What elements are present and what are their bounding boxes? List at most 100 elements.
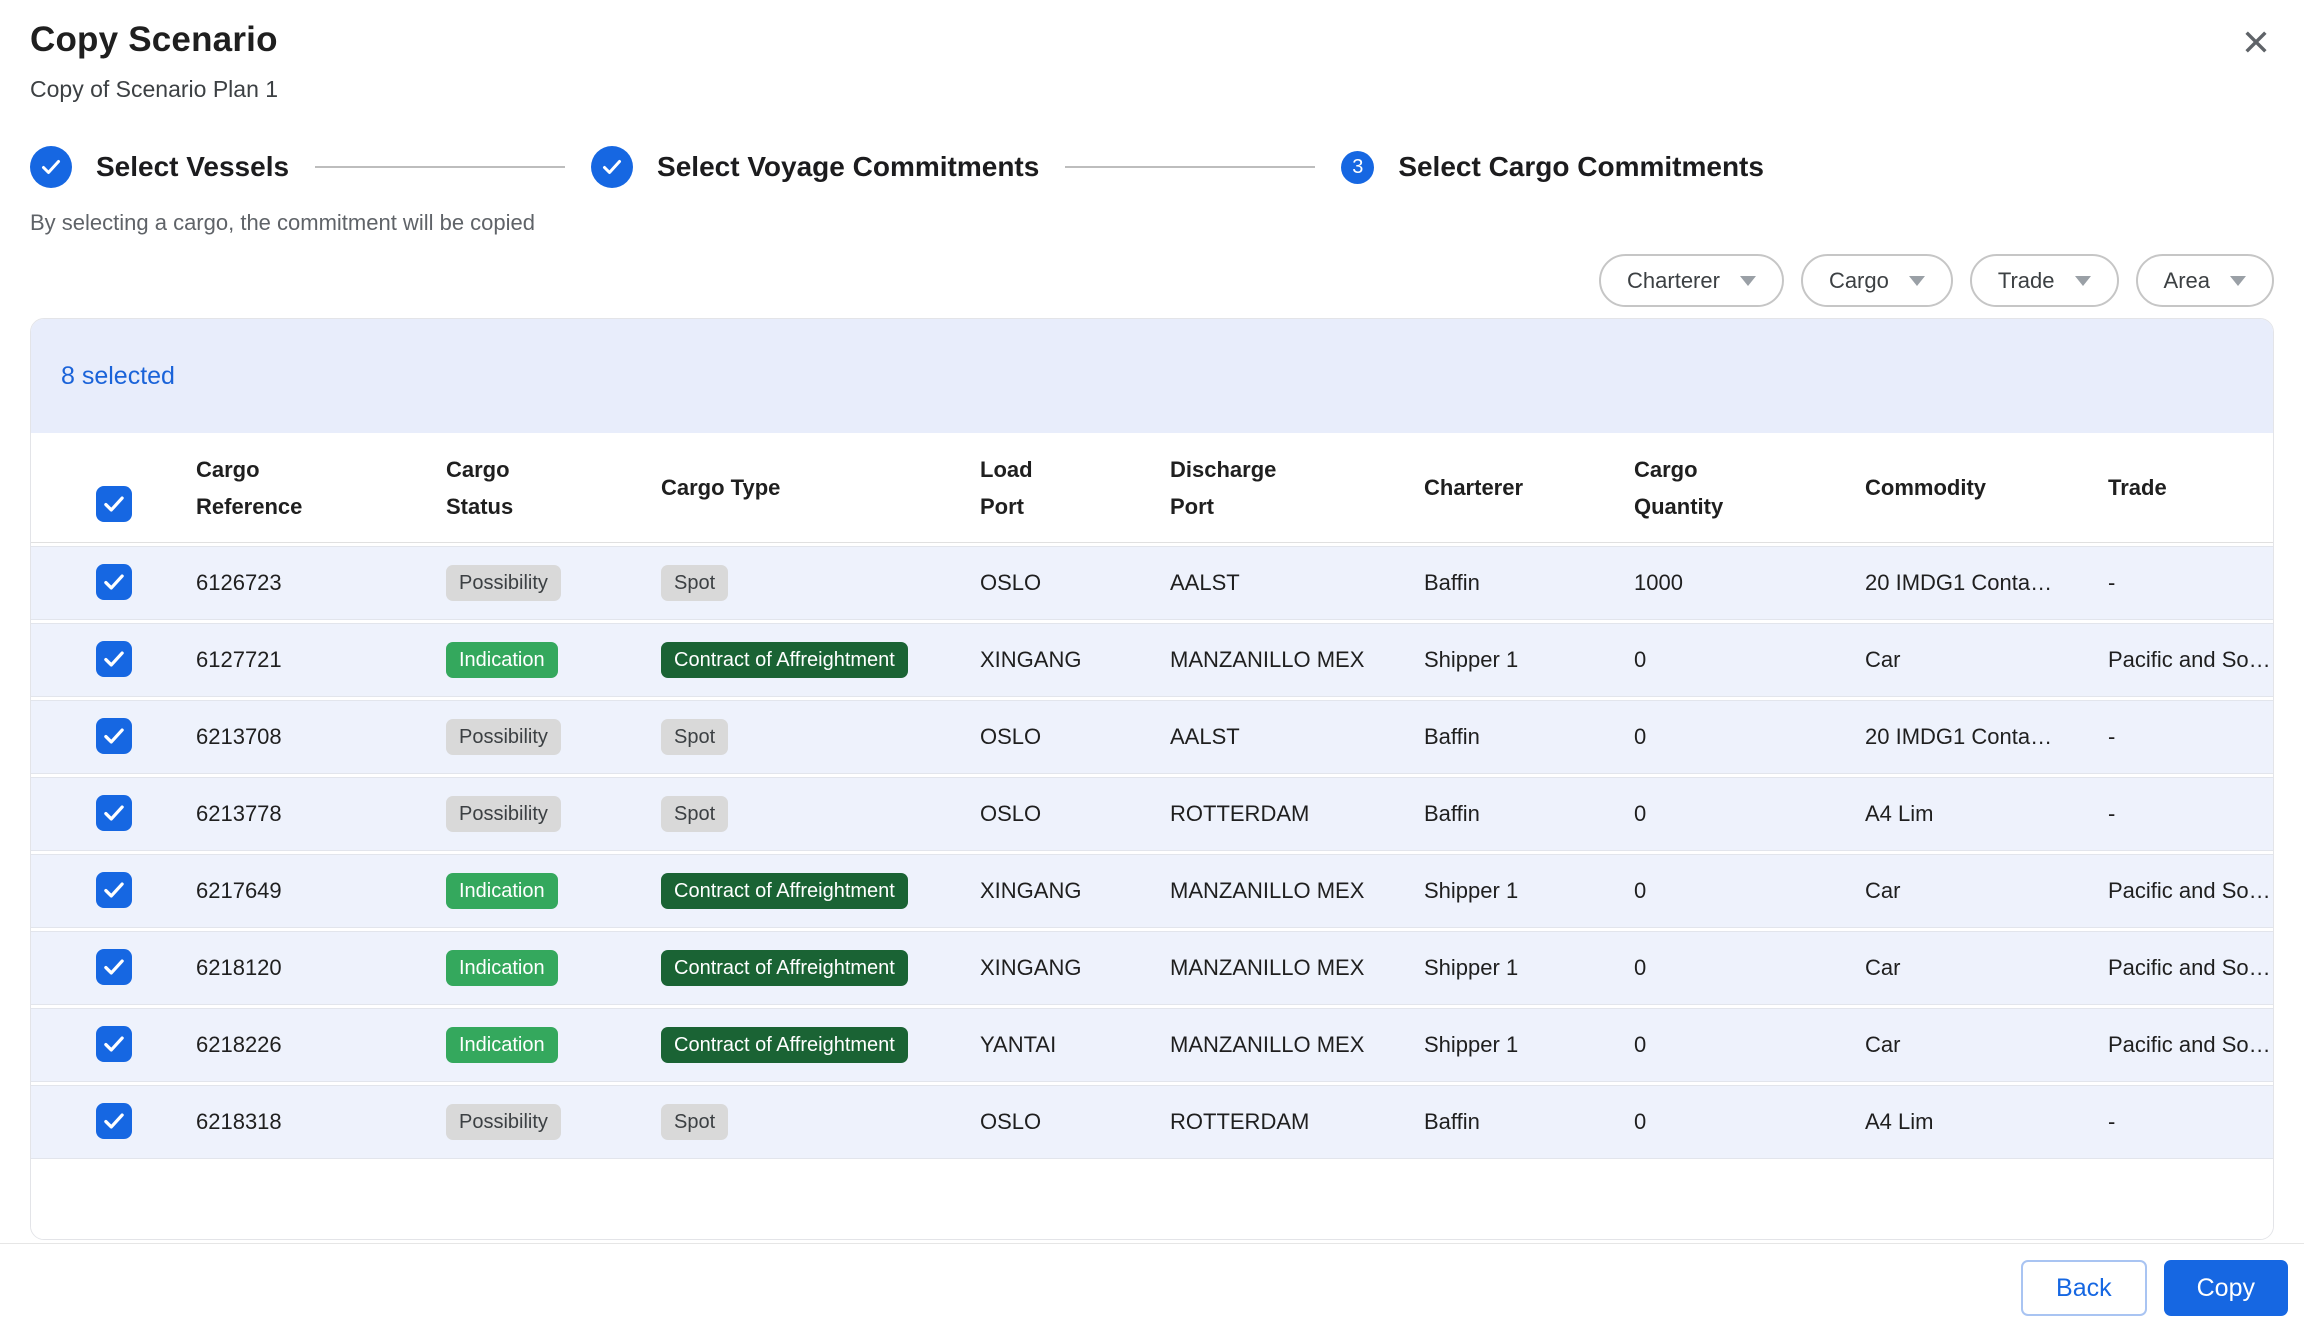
discharge-port-cell: MANZANILLO MEX — [1170, 623, 1424, 697]
chevron-down-icon — [2230, 276, 2246, 286]
cargo-status-cell: Possibility — [446, 777, 661, 851]
column-header-discharge-port: Discharge Port — [1170, 436, 1424, 543]
type-badge: Contract of Affreightment — [661, 873, 908, 909]
filter-label: Cargo — [1829, 268, 1889, 294]
step-select-cargo-commitments[interactable]: 3 Select Cargo Commitments — [1341, 151, 1764, 184]
discharge-port-cell: MANZANILLO MEX — [1170, 1008, 1424, 1082]
row-checkbox[interactable] — [96, 718, 132, 754]
cargo-type-cell: Spot — [661, 546, 980, 620]
commodity-cell: Car — [1865, 1008, 2108, 1082]
column-header-commodity: Commodity — [1865, 436, 2108, 543]
row-checkbox-cell — [31, 854, 196, 928]
step-completed-check-icon — [30, 146, 72, 188]
column-header-cargo-status: Cargo Status — [446, 436, 661, 543]
cargo-status-cell: Possibility — [446, 1085, 661, 1159]
trade-filter-dropdown[interactable]: Trade — [1970, 254, 2119, 307]
load-port-cell: XINGANG — [980, 854, 1170, 928]
commodity-cell: Car — [1865, 854, 2108, 928]
commodity-cell: A4 Lim — [1865, 777, 2108, 851]
charterer-cell: Shipper 1 — [1424, 931, 1634, 1005]
copy-button[interactable]: Copy — [2164, 1260, 2288, 1316]
load-port-cell: XINGANG — [980, 623, 1170, 697]
cargo-filter-dropdown[interactable]: Cargo — [1801, 254, 1953, 307]
table-row: 6126723PossibilitySpotOSLOAALSTBaffin100… — [31, 546, 2273, 620]
chevron-down-icon — [1740, 276, 1756, 286]
back-button[interactable]: Back — [2021, 1260, 2147, 1316]
area-filter-dropdown[interactable]: Area — [2136, 254, 2274, 307]
type-badge: Contract of Affreightment — [661, 642, 908, 678]
row-checkbox[interactable] — [96, 949, 132, 985]
panel-filler — [31, 1162, 2273, 1239]
commodity-cell: 20 IMDG1 Conta… — [1865, 546, 2108, 620]
cargo-status-cell: Indication — [446, 854, 661, 928]
commodity-cell: A4 Lim — [1865, 1085, 2108, 1159]
charterer-cell: Baffin — [1424, 700, 1634, 774]
cargo-reference-cell: 6218120 — [196, 931, 446, 1005]
row-checkbox[interactable] — [96, 1026, 132, 1062]
cargo-commitments-panel: 8 selected Cargo Reference Cargo Status … — [30, 318, 2274, 1240]
cargo-quantity-cell: 1000 — [1634, 546, 1865, 620]
cargo-quantity-cell: 0 — [1634, 931, 1865, 1005]
cargo-type-cell: Spot — [661, 700, 980, 774]
table-row: 6127721IndicationContract of Affreightme… — [31, 623, 2273, 697]
step-label: Select Cargo Commitments — [1398, 151, 1764, 183]
cargo-quantity-cell: 0 — [1634, 1008, 1865, 1082]
select-all-checkbox[interactable] — [96, 486, 132, 522]
row-checkbox-cell — [31, 546, 196, 620]
close-button[interactable] — [2234, 20, 2278, 64]
cargo-type-cell: Spot — [661, 1085, 980, 1159]
load-port-cell: OSLO — [980, 546, 1170, 620]
cargo-commitments-table: Cargo Reference Cargo Status Cargo Type … — [31, 433, 2273, 1162]
cargo-reference-cell: 6218318 — [196, 1085, 446, 1159]
cargo-status-cell: Indication — [446, 931, 661, 1005]
row-checkbox[interactable] — [96, 872, 132, 908]
status-badge: Possibility — [446, 1104, 561, 1140]
cargo-type-cell: Contract of Affreightment — [661, 931, 980, 1005]
modal-header: Copy Scenario Copy of Scenario Plan 1 — [30, 20, 278, 103]
charterer-cell: Shipper 1 — [1424, 623, 1634, 697]
charterer-cell: Shipper 1 — [1424, 1008, 1634, 1082]
step-select-vessels[interactable]: Select Vessels — [30, 146, 289, 188]
row-checkbox-cell — [31, 623, 196, 697]
cargo-reference-cell: 6218226 — [196, 1008, 446, 1082]
step-label: Select Vessels — [96, 151, 289, 183]
charterer-filter-dropdown[interactable]: Charterer — [1599, 254, 1784, 307]
cargo-status-cell: Possibility — [446, 546, 661, 620]
charterer-cell: Baffin — [1424, 1085, 1634, 1159]
filter-label: Area — [2164, 268, 2210, 294]
cargo-reference-cell: 6213778 — [196, 777, 446, 851]
filter-label: Charterer — [1627, 268, 1720, 294]
load-port-cell: XINGANG — [980, 931, 1170, 1005]
trade-cell: - — [2108, 777, 2273, 851]
load-port-cell: OSLO — [980, 777, 1170, 851]
close-icon — [2240, 26, 2272, 58]
row-checkbox[interactable] — [96, 564, 132, 600]
trade-cell: Pacific and So… — [2108, 854, 2273, 928]
status-badge: Possibility — [446, 796, 561, 832]
cargo-table-body: 6126723PossibilitySpotOSLOAALSTBaffin100… — [31, 546, 2273, 1159]
selection-hint-text: By selecting a cargo, the commitment wil… — [30, 210, 535, 236]
status-badge: Indication — [446, 873, 558, 909]
discharge-port-cell: MANZANILLO MEX — [1170, 854, 1424, 928]
trade-cell: - — [2108, 700, 2273, 774]
column-header-cargo-quantity: Cargo Quantity — [1634, 436, 1865, 543]
type-badge: Spot — [661, 796, 728, 832]
row-checkbox[interactable] — [96, 641, 132, 677]
trade-cell: Pacific and So… — [2108, 623, 2273, 697]
cargo-reference-cell: 6126723 — [196, 546, 446, 620]
page-title: Copy Scenario — [30, 20, 278, 60]
footer-action-bar: Back Copy — [0, 1243, 2304, 1332]
step-select-voyage-commitments[interactable]: Select Voyage Commitments — [591, 146, 1039, 188]
row-checkbox[interactable] — [96, 795, 132, 831]
row-checkbox[interactable] — [96, 1103, 132, 1139]
stepper: Select Vessels Select Voyage Commitments… — [30, 146, 1764, 188]
cargo-quantity-cell: 0 — [1634, 1085, 1865, 1159]
trade-cell: - — [2108, 1085, 2273, 1159]
table-header-row: Cargo Reference Cargo Status Cargo Type … — [31, 436, 2273, 543]
step-label: Select Voyage Commitments — [657, 151, 1039, 183]
type-badge: Contract of Affreightment — [661, 950, 908, 986]
filter-label: Trade — [1998, 268, 2055, 294]
load-port-cell: YANTAI — [980, 1008, 1170, 1082]
cargo-reference-cell: 6213708 — [196, 700, 446, 774]
filter-bar: Charterer Cargo Trade Area — [1599, 254, 2274, 307]
